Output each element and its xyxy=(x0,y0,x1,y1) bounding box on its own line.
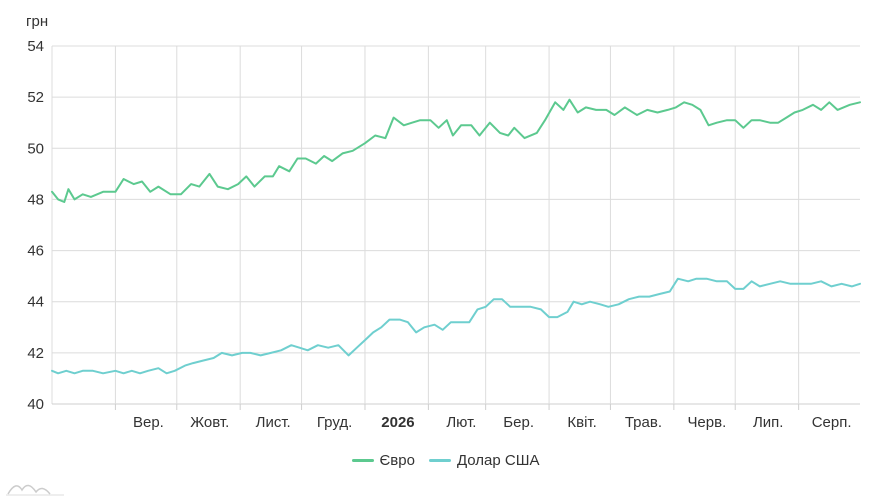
x-tick-label: 2026 xyxy=(381,414,414,431)
legend: Євро Долар США xyxy=(0,452,891,469)
y-tick-label: 54 xyxy=(27,38,44,55)
series-line-usd[interactable] xyxy=(51,277,861,375)
legend-label-euro: Євро xyxy=(379,452,415,469)
y-axis: 40 42 44 46 48 50 52 54 xyxy=(27,38,44,413)
legend-item-euro[interactable]: Євро xyxy=(351,452,415,469)
x-tick-label: Квіт. xyxy=(567,414,596,431)
legend-label-usd: Долар США xyxy=(456,452,540,469)
legend-item-usd[interactable]: Долар США xyxy=(428,452,540,469)
x-tick-label: Серп. xyxy=(812,414,852,431)
x-tick-label: Бер. xyxy=(503,414,534,431)
y-tick-label: 44 xyxy=(27,294,44,311)
y-tick-label: 42 xyxy=(27,345,44,362)
y-tick-label: 48 xyxy=(27,191,44,208)
x-tick-label: Черв. xyxy=(687,414,726,431)
y-tick-label: 52 xyxy=(27,89,44,106)
logo-icon xyxy=(6,484,64,496)
x-tick-label: Вер. xyxy=(133,414,164,431)
y-tick-label: 46 xyxy=(27,243,44,260)
y-axis-unit-label: грн xyxy=(26,13,48,30)
x-tick-label: Лип. xyxy=(753,414,784,431)
series-lines[interactable] xyxy=(51,98,861,375)
grid xyxy=(51,45,860,405)
x-tick-label: Лист. xyxy=(256,414,291,431)
x-tick-label: Жовт. xyxy=(190,414,229,431)
y-tick-label: 50 xyxy=(27,140,44,157)
x-tick-label: Груд. xyxy=(317,414,352,431)
legend-swatch-euro xyxy=(351,459,374,462)
x-axis: Вер. Жовт. Лист. Груд. 2026 Лют. Бер. Квіт. Трав… xyxy=(114,404,852,431)
x-tick-label: Лют. xyxy=(446,414,476,431)
x-tick-label: Трав. xyxy=(625,414,662,431)
legend-swatch-usd xyxy=(428,459,451,462)
y-tick-label: 40 xyxy=(27,396,44,413)
series-line-euro[interactable] xyxy=(51,98,861,203)
